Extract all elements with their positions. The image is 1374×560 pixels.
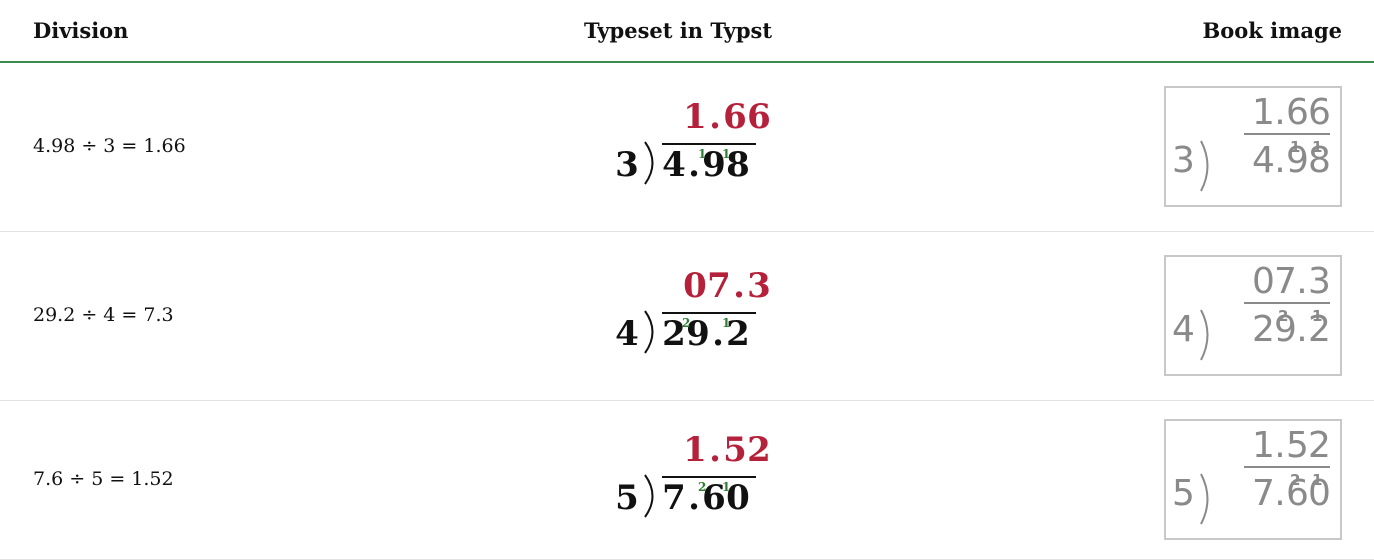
book-quotient-digit: 7: [1274, 261, 1296, 302]
book-quotient-digit: .: [1274, 92, 1286, 133]
book-carry: 1: [1290, 138, 1300, 156]
book-quotient-digit: .: [1296, 261, 1308, 302]
book-dividend-digit: 4: [1252, 140, 1274, 181]
book-quotient-digit: .: [1274, 425, 1286, 466]
carry: 1: [722, 480, 730, 494]
book-quotient-digit: 1: [1252, 425, 1274, 466]
book-divisor: 4: [1172, 309, 1195, 350]
quotient-digit: 6: [747, 97, 771, 141]
book-carry: 2: [1290, 471, 1300, 489]
carry: 2: [698, 480, 706, 494]
book-carry: 2: [1278, 307, 1288, 325]
book-divisor: 5: [1172, 473, 1195, 514]
quotient-digit: 0: [683, 266, 707, 310]
quotient-digit: .: [707, 430, 723, 474]
division-bracket: [642, 310, 662, 354]
quotient-digit: 5: [723, 430, 747, 474]
book-carry: 1: [1312, 471, 1322, 489]
quotient-digit: 6: [723, 97, 747, 141]
book-quotient-digit: 3: [1308, 261, 1330, 302]
book-quotient-digit: 1: [1252, 92, 1274, 133]
book-dividend-digit: 2: [1252, 309, 1274, 350]
quotient-digit: .: [731, 266, 747, 310]
division-bracket: [1198, 309, 1216, 361]
book-quotient-digit: 6: [1308, 92, 1330, 133]
book-dividend-digit: .: [1274, 140, 1286, 181]
equation: 4.98 ÷ 3 = 1.66: [33, 135, 186, 157]
book-quotient-digit: 0: [1252, 261, 1274, 302]
book-dividend-digit: 7: [1252, 473, 1274, 514]
division-bracket: [642, 141, 662, 185]
division-bracket: [642, 474, 662, 518]
carry: 2: [682, 316, 690, 330]
quotient-digit: 1: [683, 97, 707, 141]
book-dividend-digit: .: [1296, 309, 1308, 350]
header-row: Division Typeset in Typst Book image: [0, 0, 1374, 63]
book-quotient-digit: 2: [1308, 425, 1330, 466]
book-quotient-digit: 5: [1286, 425, 1308, 466]
book-dividend-digit: .: [1274, 473, 1286, 514]
quotient-digit: 3: [747, 266, 771, 310]
quotient-digit: 2: [747, 430, 771, 474]
header-cell: Division: [33, 18, 128, 43]
header-cell: Book image: [1203, 18, 1342, 43]
dividend-digit: 7: [662, 478, 686, 518]
dividend-digit: 4: [662, 145, 686, 185]
carry: 1: [722, 316, 730, 330]
equation: 7.6 ÷ 5 = 1.52: [33, 468, 174, 490]
divisor: 5: [612, 478, 642, 518]
book-carry: 1: [1312, 138, 1322, 156]
division-bracket: [1198, 140, 1216, 192]
divisor: 4: [612, 314, 642, 354]
header-cell: Typeset in Typst: [584, 18, 772, 43]
book-carry: 1: [1312, 307, 1322, 325]
quotient-digit: 7: [707, 266, 731, 310]
carry: 1: [698, 147, 706, 161]
division-bracket: [1198, 473, 1216, 525]
book-quotient-digit: 6: [1286, 92, 1308, 133]
equation: 29.2 ÷ 4 = 7.3: [33, 304, 174, 326]
quotient-digit: 1: [683, 430, 707, 474]
quotient-digit: .: [707, 97, 723, 141]
divisor: 3: [612, 145, 642, 185]
book-divisor: 3: [1172, 140, 1195, 181]
book-image: 1.6634.9181: [1164, 86, 1342, 207]
carry: 1: [722, 147, 730, 161]
page: Division Typeset in Typst Book image 4.9…: [0, 0, 1374, 560]
